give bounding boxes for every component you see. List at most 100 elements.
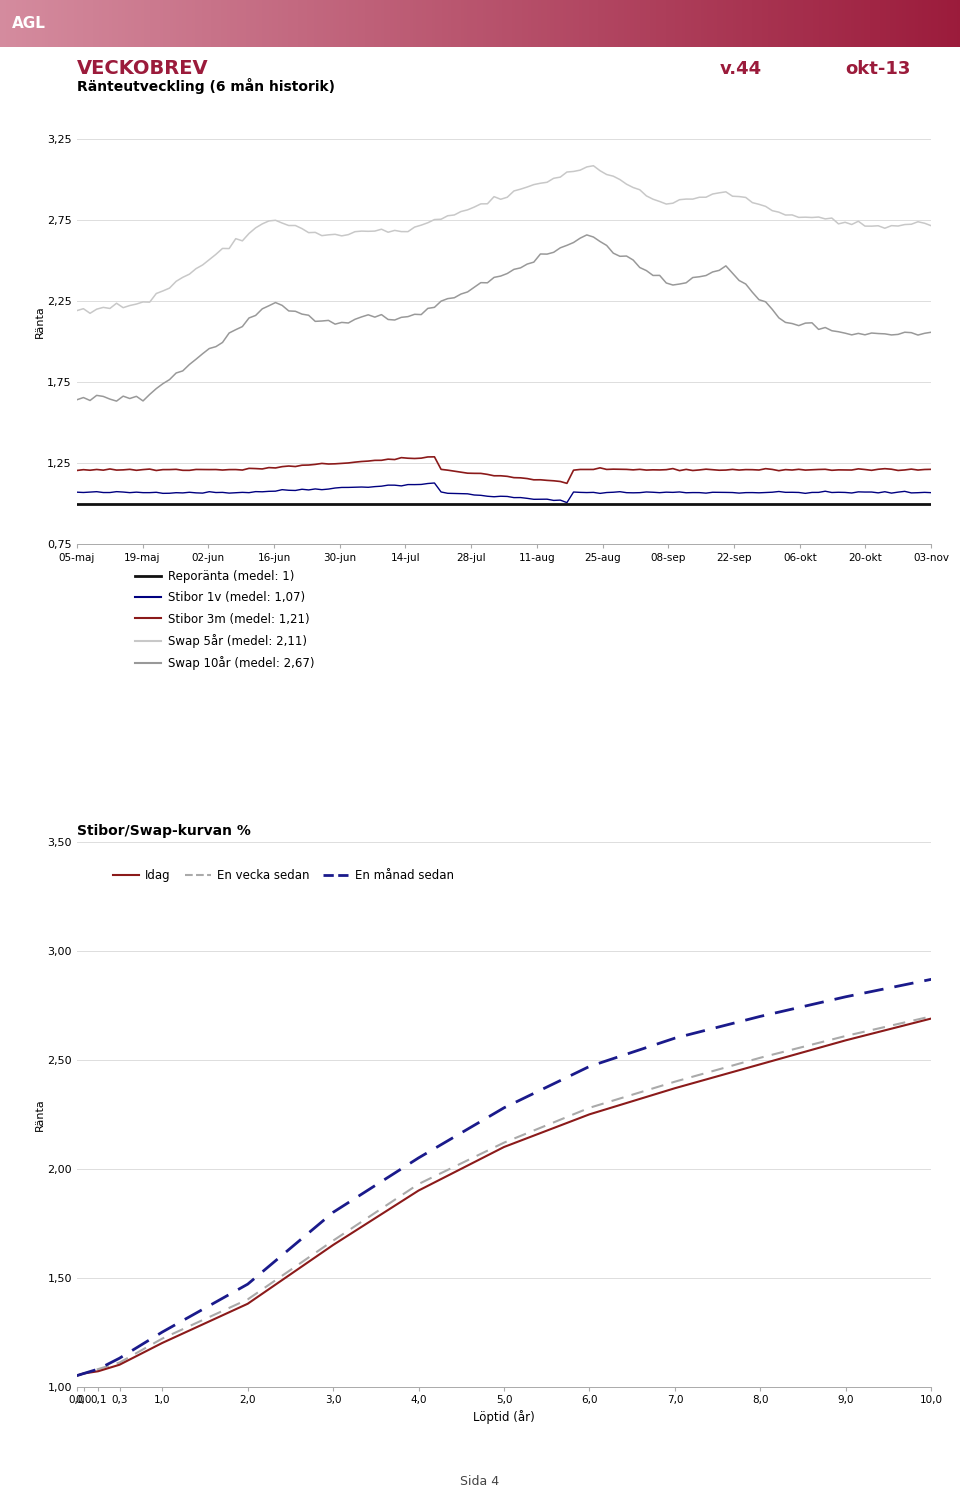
Bar <box>154 0 156 47</box>
Legend: Idag, En vecka sedan, En månad sedan: Idag, En vecka sedan, En månad sedan <box>108 865 459 888</box>
Bar <box>717 0 720 47</box>
Bar <box>250 0 252 47</box>
Bar <box>950 0 953 47</box>
Bar <box>915 0 919 47</box>
Bar <box>780 0 784 47</box>
Bar <box>531 0 535 47</box>
Bar <box>468 0 470 47</box>
Bar <box>823 0 826 47</box>
Bar <box>848 0 852 47</box>
Bar <box>944 0 948 47</box>
Bar <box>58 0 60 47</box>
Bar <box>281 0 285 47</box>
Y-axis label: Ränta: Ränta <box>35 305 44 337</box>
Bar <box>377 0 381 47</box>
Bar <box>391 0 394 47</box>
Bar <box>396 0 400 47</box>
Bar <box>662 0 665 47</box>
Bar <box>787 0 790 47</box>
Bar <box>221 0 224 47</box>
Bar <box>886 0 890 47</box>
Bar <box>492 0 496 47</box>
Bar <box>115 0 118 47</box>
Bar <box>7 0 10 47</box>
Bar <box>784 0 787 47</box>
Bar <box>160 0 163 47</box>
Bar <box>22 0 26 47</box>
Bar <box>928 0 931 47</box>
Bar <box>96 0 99 47</box>
Bar <box>650 0 653 47</box>
Bar <box>483 0 487 47</box>
Bar <box>573 0 576 47</box>
Bar <box>394 0 396 47</box>
Bar <box>688 0 691 47</box>
Bar <box>636 0 640 47</box>
Bar <box>732 0 736 47</box>
Bar <box>214 0 218 47</box>
Bar <box>464 0 468 47</box>
Bar <box>900 0 902 47</box>
Bar <box>617 0 621 47</box>
Bar <box>336 0 339 47</box>
Bar <box>45 0 48 47</box>
Bar <box>756 0 758 47</box>
Bar <box>512 0 516 47</box>
Bar <box>185 0 189 47</box>
Bar <box>842 0 845 47</box>
Bar <box>108 0 112 47</box>
Bar <box>461 0 464 47</box>
Bar <box>560 0 564 47</box>
Bar <box>29 0 32 47</box>
Bar <box>675 0 679 47</box>
Bar <box>304 0 307 47</box>
Bar <box>704 0 708 47</box>
Bar <box>679 0 682 47</box>
Bar <box>902 0 905 47</box>
Bar <box>660 0 662 47</box>
Text: v.44: v.44 <box>720 60 762 79</box>
Bar <box>298 0 300 47</box>
Bar <box>516 0 518 47</box>
Bar <box>333 0 336 47</box>
Bar <box>576 0 579 47</box>
Bar <box>857 0 861 47</box>
Bar <box>643 0 646 47</box>
Bar <box>400 0 403 47</box>
Bar <box>326 0 329 47</box>
Bar <box>256 0 259 47</box>
Bar <box>646 0 650 47</box>
Bar <box>112 0 115 47</box>
Bar <box>64 0 67 47</box>
Bar <box>74 0 77 47</box>
Bar <box>861 0 864 47</box>
Bar <box>746 0 749 47</box>
Bar <box>698 0 701 47</box>
Bar <box>362 0 365 47</box>
Bar <box>509 0 512 47</box>
Bar <box>0 0 3 47</box>
Bar <box>806 0 809 47</box>
Bar <box>233 0 237 47</box>
Bar <box>742 0 746 47</box>
Bar <box>38 0 41 47</box>
Bar <box>422 0 425 47</box>
Bar <box>896 0 900 47</box>
Bar <box>67 0 70 47</box>
Bar <box>653 0 656 47</box>
Bar <box>832 0 835 47</box>
Bar <box>3 0 7 47</box>
Bar <box>669 0 672 47</box>
Bar <box>454 0 458 47</box>
Bar <box>128 0 132 47</box>
Bar <box>317 0 320 47</box>
Bar <box>269 0 272 47</box>
Bar <box>890 0 893 47</box>
Bar <box>758 0 761 47</box>
Bar <box>99 0 103 47</box>
Bar <box>941 0 944 47</box>
Bar <box>134 0 137 47</box>
Bar <box>835 0 838 47</box>
Bar <box>384 0 387 47</box>
Bar <box>32 0 36 47</box>
